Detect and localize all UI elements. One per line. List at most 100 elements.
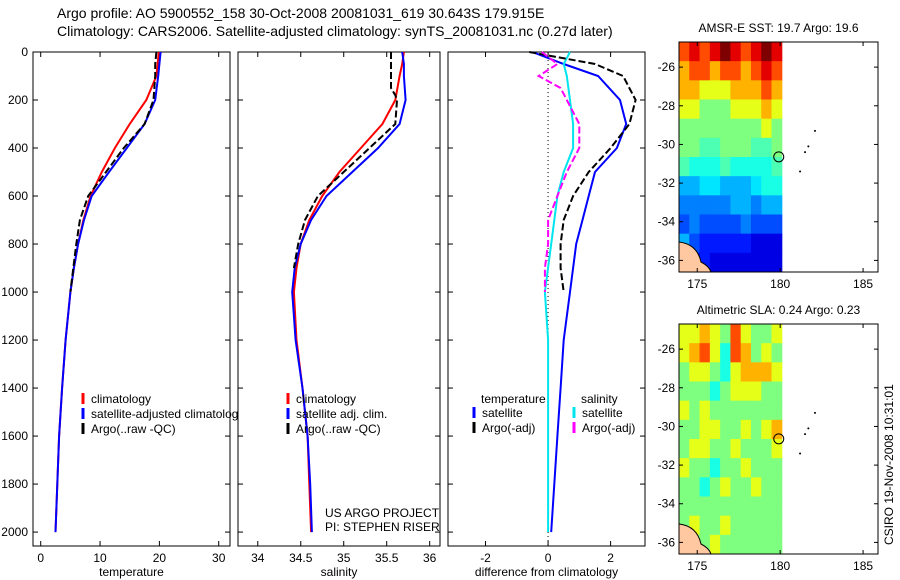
- map-cell: [689, 80, 701, 100]
- map-cell: [750, 439, 762, 459]
- map-cell: [750, 233, 762, 254]
- y-tick-label: -28: [658, 99, 676, 113]
- map-cell: [709, 252, 721, 273]
- x-axis-label: temperature: [99, 565, 164, 579]
- map-cell: [750, 42, 762, 62]
- map-cell: [709, 176, 721, 196]
- land-outline: [678, 241, 712, 273]
- map-cell: [761, 61, 773, 81]
- island-marker: [799, 452, 802, 455]
- map-cell: [740, 477, 752, 497]
- figure-title-line1: Argo profile: AO 5900552_158 30-Oct-2008…: [57, 5, 545, 21]
- map-cell: [699, 99, 711, 120]
- y-tick-label: -32: [658, 458, 676, 472]
- map-cell: [699, 343, 711, 363]
- map-cell: [730, 80, 742, 100]
- y-tick-label: 1800: [1, 477, 28, 491]
- y-tick-label: -32: [658, 176, 676, 190]
- map-cell: [730, 137, 742, 158]
- map-cell: [699, 137, 711, 158]
- map-cell: [730, 496, 742, 517]
- map-cell: [740, 233, 752, 254]
- map-cell: [750, 137, 762, 158]
- map-cell: [699, 61, 711, 81]
- map-title: AMSR-E SST: 19.7 Argo: 19.6: [698, 21, 858, 35]
- map-cell: [699, 214, 711, 235]
- map-cell: [761, 195, 773, 215]
- map-cell: [740, 252, 752, 273]
- x-tick-label: 180: [770, 277, 790, 291]
- legend-label: Argo(-adj): [582, 421, 635, 435]
- map-cell: [679, 324, 690, 344]
- map-cell: [689, 99, 701, 120]
- map-cell: [761, 99, 773, 120]
- map-cell: [679, 157, 690, 177]
- map-cell: [761, 137, 773, 158]
- map-cell: [771, 195, 783, 215]
- y-tick-label: 1000: [1, 285, 28, 299]
- y-tick-label: 400: [8, 141, 28, 155]
- map-cell: [740, 195, 752, 215]
- x-tick-label: 0: [545, 551, 552, 565]
- legend-label: satellite: [482, 406, 523, 420]
- y-tick-label: 1400: [1, 381, 28, 395]
- map-cell: [699, 381, 711, 402]
- y-tick-label: -36: [658, 253, 676, 267]
- map-cell: [679, 458, 690, 478]
- map-cell: [750, 176, 762, 196]
- series-line-salinity-satellite: [543, 51, 575, 533]
- x-tick-label: 20: [153, 551, 167, 565]
- map-axes-box: [678, 323, 879, 555]
- map-cell: [720, 324, 731, 344]
- map-cell: [679, 362, 690, 382]
- x-tick-label: 34: [251, 551, 265, 565]
- map-cell: [771, 439, 783, 459]
- y-tick-label: -26: [658, 60, 676, 74]
- map-cell: [750, 534, 762, 555]
- axes-box: [447, 51, 646, 547]
- map-cell: [679, 137, 690, 158]
- map-cell: [689, 381, 701, 402]
- map-cell: [750, 157, 762, 177]
- map-cell: [679, 195, 690, 215]
- y-tick-label: 0: [21, 45, 28, 59]
- map-cell: [679, 343, 690, 363]
- map-cell: [709, 534, 721, 555]
- x-tick-label: 30: [212, 551, 226, 565]
- map-cell: [689, 496, 701, 517]
- map-cell: [750, 214, 762, 235]
- map-cell: [761, 176, 773, 196]
- y-tick-label: -30: [658, 137, 676, 151]
- map-cell: [750, 252, 762, 273]
- map-cell: [689, 419, 701, 440]
- map-cell: [689, 439, 701, 459]
- island-marker: [804, 433, 807, 436]
- map-cell: [740, 515, 752, 536]
- map-cell: [720, 42, 731, 62]
- map-cell: [761, 439, 773, 459]
- map-cell: [709, 343, 721, 363]
- map-cell: [740, 157, 752, 177]
- map-cell: [720, 214, 731, 235]
- map-cell: [750, 419, 762, 440]
- map-cell: [730, 324, 742, 344]
- map-cell: [720, 439, 731, 459]
- map-cell: [720, 99, 731, 120]
- map-cell: [720, 381, 731, 402]
- map-cell: [730, 157, 742, 177]
- y-tick-label: -26: [658, 342, 676, 356]
- map-cell: [709, 515, 721, 536]
- map-cell: [689, 214, 701, 235]
- map-cell: [730, 176, 742, 196]
- map-cell: [699, 534, 711, 555]
- map-cell: [771, 176, 783, 196]
- map-cell: [689, 343, 701, 363]
- map-cell: [771, 324, 783, 344]
- x-tick-label: -2: [480, 551, 491, 565]
- y-tick-label: 800: [8, 237, 28, 251]
- map-cell: [730, 534, 742, 555]
- map-cell: [740, 534, 752, 555]
- map-cell: [761, 42, 773, 62]
- map-cell: [771, 381, 783, 402]
